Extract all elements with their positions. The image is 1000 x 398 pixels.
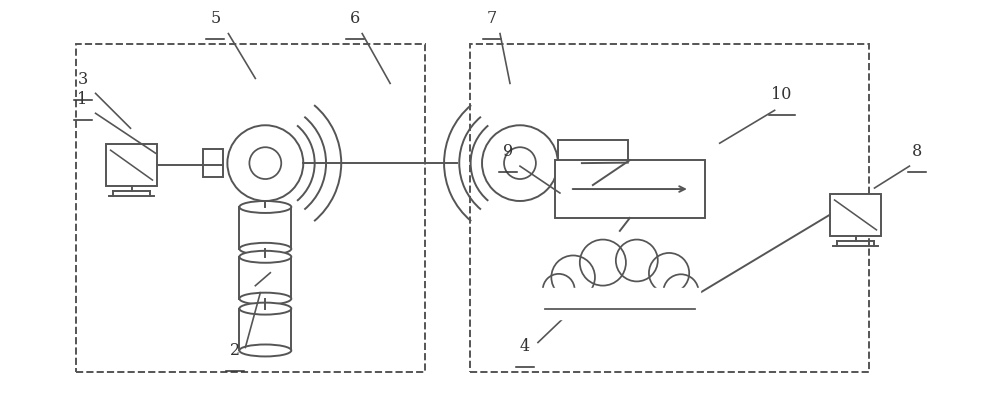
Text: 8: 8	[912, 143, 923, 160]
Text: 6: 6	[350, 10, 360, 27]
Ellipse shape	[239, 243, 291, 255]
Ellipse shape	[239, 201, 291, 213]
Ellipse shape	[239, 345, 291, 357]
Circle shape	[227, 125, 303, 201]
Circle shape	[551, 256, 595, 299]
FancyBboxPatch shape	[562, 149, 582, 177]
Ellipse shape	[239, 302, 291, 314]
FancyBboxPatch shape	[239, 257, 291, 298]
Ellipse shape	[239, 251, 291, 263]
FancyBboxPatch shape	[239, 308, 291, 351]
Circle shape	[649, 253, 689, 293]
FancyBboxPatch shape	[239, 207, 291, 249]
Circle shape	[580, 240, 626, 286]
FancyBboxPatch shape	[106, 144, 157, 186]
Circle shape	[482, 125, 558, 201]
Text: 9: 9	[503, 143, 513, 160]
Text: 10: 10	[771, 86, 792, 103]
Circle shape	[543, 274, 575, 306]
Text: 3: 3	[77, 71, 88, 88]
FancyBboxPatch shape	[558, 140, 628, 185]
Text: 1: 1	[77, 91, 88, 108]
Text: 2: 2	[230, 342, 240, 359]
FancyBboxPatch shape	[555, 160, 705, 218]
Text: 5: 5	[210, 10, 221, 27]
Circle shape	[663, 274, 699, 310]
Text: 4: 4	[520, 338, 530, 355]
Text: 7: 7	[487, 10, 497, 27]
Circle shape	[616, 240, 658, 281]
FancyBboxPatch shape	[830, 194, 881, 236]
Ellipse shape	[239, 293, 291, 304]
FancyBboxPatch shape	[203, 149, 223, 177]
Polygon shape	[539, 288, 700, 318]
